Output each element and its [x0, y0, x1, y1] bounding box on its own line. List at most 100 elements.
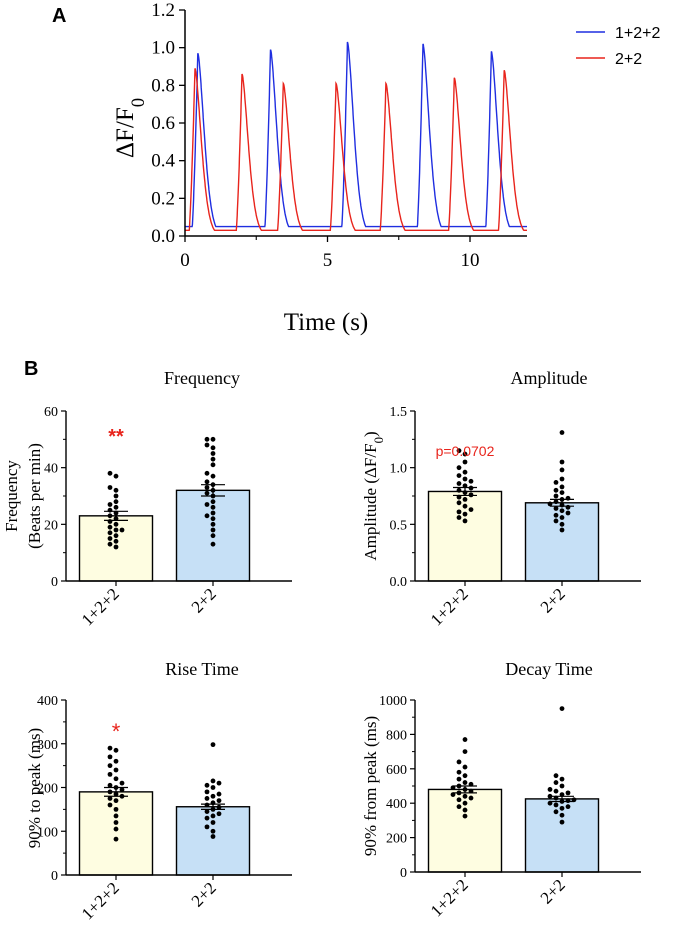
data-point	[462, 807, 468, 813]
data-point	[559, 527, 565, 533]
data-point	[216, 798, 222, 804]
chart-title: Decay Time	[505, 659, 593, 679]
y-tick-label: 60	[44, 405, 58, 420]
data-point	[204, 789, 210, 795]
data-point	[462, 800, 468, 806]
y-tick-label: 0.8	[151, 75, 175, 96]
category-label: 2+2	[537, 875, 569, 907]
data-point	[204, 796, 210, 801]
data-point	[468, 485, 474, 491]
data-point	[210, 445, 216, 451]
category-label: 2+2	[537, 584, 569, 616]
data-point	[107, 782, 113, 788]
data-point	[204, 442, 210, 448]
data-point	[559, 799, 565, 804]
data-point	[216, 791, 222, 797]
data-point	[456, 769, 462, 775]
data-point	[119, 793, 125, 799]
data-point	[462, 780, 468, 785]
data-point	[553, 487, 559, 493]
data-point	[107, 502, 113, 507]
data-point	[113, 836, 119, 842]
data-point	[565, 510, 571, 516]
x-tick-label: 0	[180, 250, 190, 271]
y-tick-label: 800	[386, 728, 407, 743]
data-point	[553, 780, 559, 785]
data-point	[462, 459, 468, 465]
y-axis-title: Frequency	[2, 460, 21, 532]
data-point	[113, 758, 119, 764]
data-point	[113, 527, 119, 533]
data-point	[468, 781, 474, 787]
data-point	[456, 448, 462, 454]
data-point	[204, 815, 210, 821]
data-point	[553, 773, 559, 779]
y-tick-label: 400	[37, 694, 58, 709]
data-point	[113, 544, 119, 550]
significance-annotation: **	[108, 426, 124, 448]
data-point	[559, 521, 565, 527]
data-point	[210, 785, 216, 790]
data-point	[462, 764, 468, 770]
category-label: 1+2+2	[427, 875, 472, 920]
data-point	[210, 778, 216, 784]
data-point	[204, 490, 210, 496]
data-point	[547, 501, 553, 507]
data-point	[565, 504, 571, 510]
data-point	[559, 476, 565, 482]
category-label: 1+2+2	[427, 584, 472, 629]
data-point	[210, 482, 216, 488]
rise-time-chart: Rise Time 0 100 200 300 400 1+2+2 2+2 90% to pea…	[25, 659, 292, 923]
y-tick-label: 0.6	[151, 113, 175, 134]
data-point	[565, 798, 571, 804]
data-point	[559, 430, 565, 435]
data-point	[210, 516, 216, 522]
data-point	[553, 788, 559, 794]
data-point	[210, 487, 216, 493]
data-point	[210, 436, 216, 442]
data-point	[559, 805, 565, 811]
data-point	[559, 467, 565, 473]
data-point	[553, 499, 559, 505]
significance-annotation: p=0.0702	[436, 443, 495, 459]
data-point	[462, 490, 468, 495]
data-point	[468, 507, 474, 512]
data-point	[113, 504, 119, 510]
data-point	[559, 497, 565, 502]
significance-annotation: *	[112, 719, 121, 744]
chart-title: Rise Time	[165, 659, 239, 679]
data-point	[113, 510, 119, 516]
y-tick-label: 0.4	[151, 151, 175, 172]
data-point	[559, 812, 565, 818]
data-point	[462, 469, 468, 475]
data-point	[113, 487, 119, 493]
data-point	[462, 518, 468, 524]
data-point	[210, 493, 216, 499]
data-point	[462, 497, 468, 502]
data-point	[559, 776, 565, 782]
data-point	[204, 782, 210, 788]
data-point	[107, 802, 113, 808]
data-point	[210, 541, 216, 547]
x-tick-label: 10	[461, 250, 480, 271]
y-tick-label: 400	[386, 797, 407, 812]
data-point	[456, 500, 462, 506]
data-point	[107, 470, 113, 476]
data-point	[553, 512, 559, 518]
data-point	[216, 811, 222, 817]
chart-title: Frequency	[164, 368, 240, 388]
y-tick-label: 600	[386, 763, 407, 778]
data-point	[456, 776, 462, 782]
data-point	[113, 533, 119, 539]
data-point	[462, 749, 468, 754]
data-point	[553, 480, 559, 485]
data-point	[204, 809, 210, 814]
y-axis-title: Amplitude (ΔF/F0)	[361, 431, 386, 560]
data-point	[559, 508, 565, 514]
y-tick-label: 0	[400, 866, 407, 881]
data-point	[113, 826, 119, 832]
y-tick-label: 0.5	[390, 518, 408, 533]
data-point	[456, 759, 462, 765]
data-point	[204, 470, 210, 476]
